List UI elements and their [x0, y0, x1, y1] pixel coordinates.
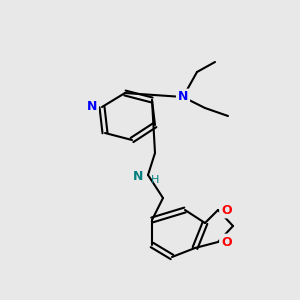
Text: O: O	[221, 203, 232, 217]
Text: N: N	[87, 100, 97, 113]
Text: N: N	[133, 170, 143, 184]
Text: O: O	[221, 236, 232, 248]
Text: H: H	[151, 175, 159, 185]
Text: N: N	[178, 91, 188, 103]
